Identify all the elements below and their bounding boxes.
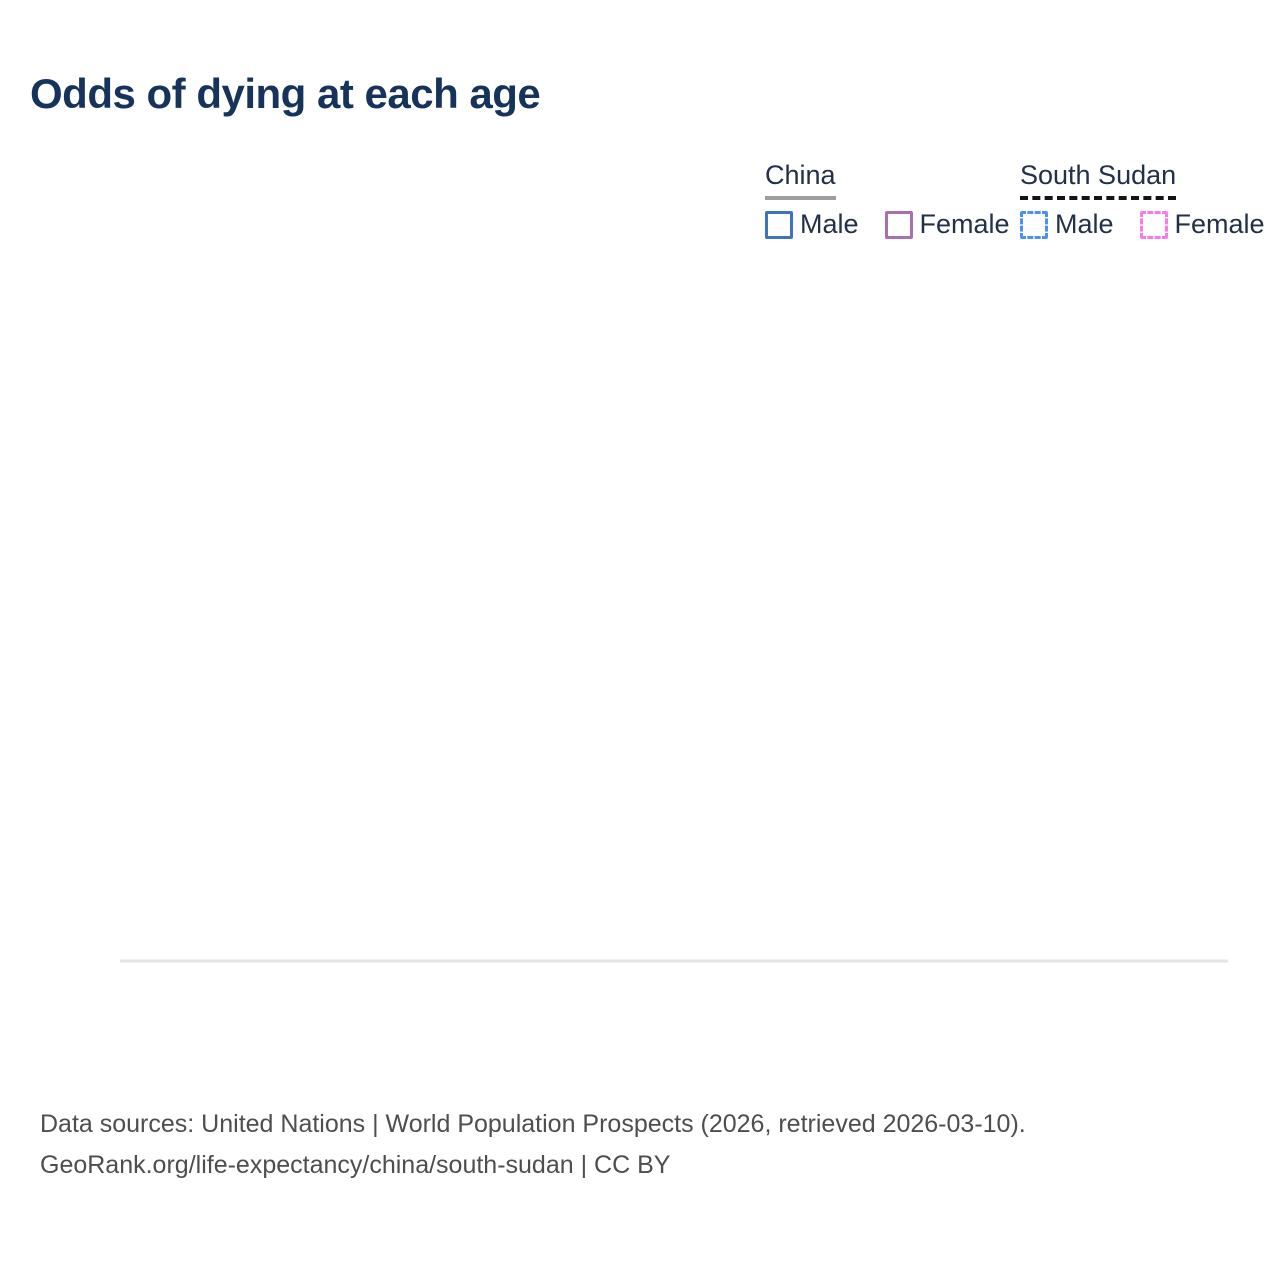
legend-label-south-sudan-male: Male bbox=[1055, 209, 1114, 239]
legend-label-china-male: Male bbox=[800, 209, 859, 239]
china-female-swatch-icon bbox=[884, 210, 913, 239]
legend-group-china: China Male Female bbox=[765, 160, 1010, 240]
legend-item-china-male[interactable]: Male bbox=[765, 209, 859, 240]
legend-title-south-sudan: South Sudan bbox=[1020, 160, 1177, 200]
legend-title-china: China bbox=[765, 160, 836, 200]
china-male-swatch-icon bbox=[765, 210, 793, 239]
south-sudan-female-swatch-icon bbox=[1139, 210, 1168, 239]
south-sudan-male-swatch-icon bbox=[1020, 210, 1048, 239]
footer-data-sources: Data sources: United Nations | World Pop… bbox=[40, 1110, 1026, 1138]
legend-group-south-sudan: South Sudan Male Female bbox=[1020, 160, 1265, 240]
footer: Data sources: United Nations | World Pop… bbox=[40, 1104, 1026, 1186]
legend-item-south-sudan-male[interactable]: Male bbox=[1020, 209, 1114, 240]
footer-attribution: GeoRank.org/life-expectancy/china/south-… bbox=[40, 1151, 671, 1179]
legend-items-china: Male Female bbox=[765, 209, 1010, 240]
legend-item-china-female[interactable]: Female bbox=[884, 209, 1010, 240]
legend-items-south-sudan: Male Female bbox=[1020, 209, 1265, 240]
page-title: Odds of dying at each age bbox=[30, 70, 541, 117]
legend-item-south-sudan-female[interactable]: Female bbox=[1139, 209, 1265, 240]
legend-label-south-sudan-female: Female bbox=[1174, 209, 1265, 239]
legend-label-china-female: Female bbox=[919, 209, 1010, 239]
